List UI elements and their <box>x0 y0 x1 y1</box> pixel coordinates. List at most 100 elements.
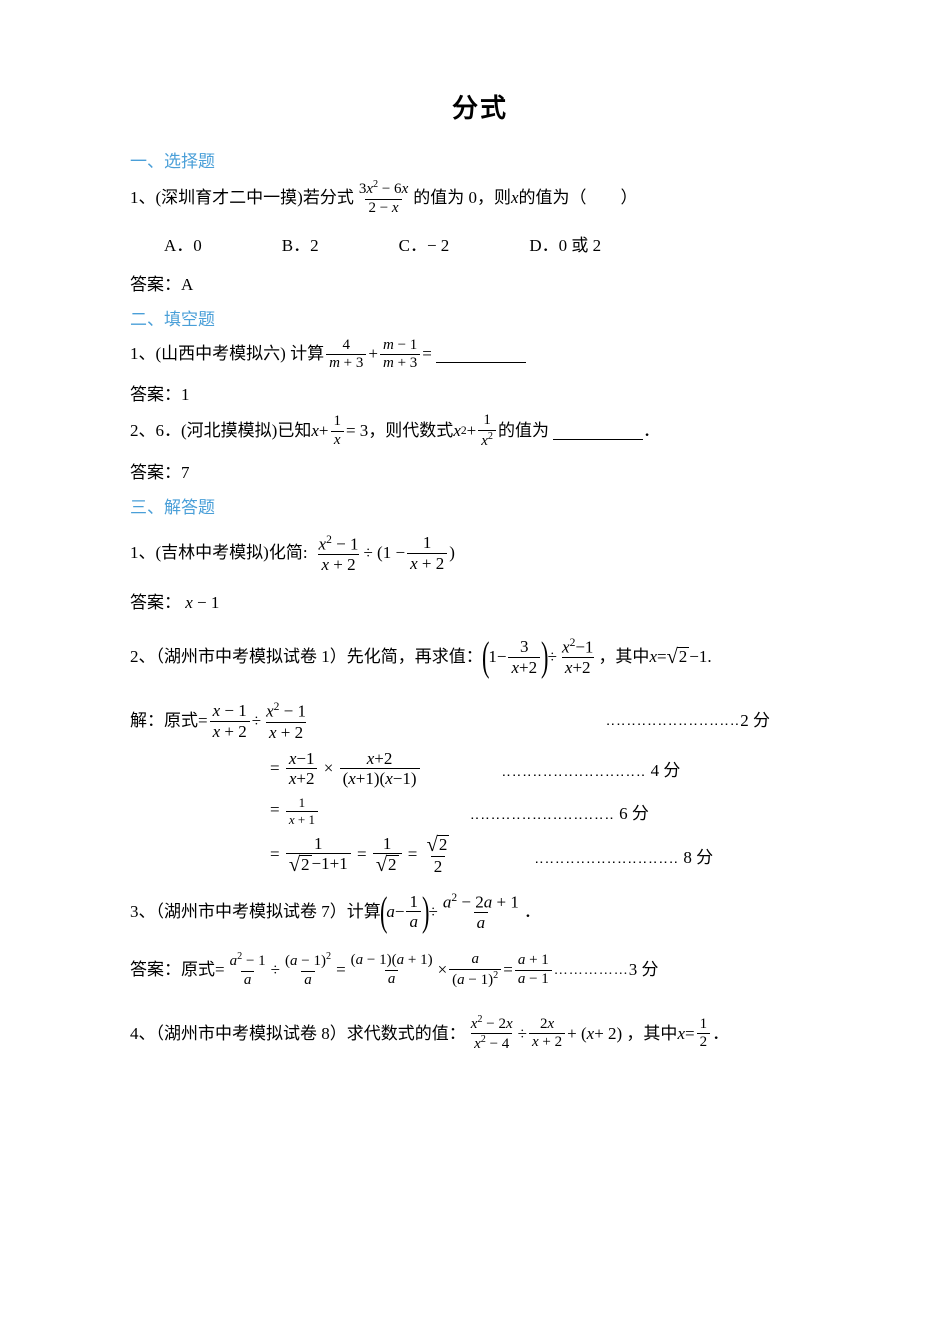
section-2-heading: 二、填空题 <box>130 305 830 330</box>
sol-prefix: 解：原式= <box>130 706 208 737</box>
var-m3: m <box>383 355 394 371</box>
s3-q4-stem: 4、（湖州市中考模拟试卷 8）求代数式的值： x2 − 2x x2 − 4 ÷ … <box>130 1015 830 1054</box>
vx-g: x <box>649 642 657 673</box>
s3p1: + 1 <box>295 812 315 827</box>
s3-q2-mid: ，其中 <box>598 642 649 673</box>
s3-q1-frac1: x2 − 1 x + 2 <box>316 534 362 574</box>
q4m4: − 4 <box>486 1036 509 1052</box>
s1x1: x <box>213 701 221 720</box>
q3d2: a <box>474 912 489 932</box>
s1-q1-answer: 答案：A <box>130 270 830 295</box>
rad-2c: 2 <box>386 855 399 875</box>
eq3-text: = 3 <box>346 416 368 447</box>
q4-f1: x2 − 2x x2 − 4 <box>468 1015 516 1054</box>
s2-q2-mid: ，则代数式 <box>368 416 453 447</box>
num-1a: 1 <box>330 414 344 431</box>
s3-q3-stem: 3、（湖州市中考模拟试卷 7）计算 ( a − 1 a ) ÷ a2 − 2a … <box>130 892 830 932</box>
close-paren1: ) <box>449 538 455 569</box>
q3eq1: = <box>336 955 346 986</box>
big-rparen-2: ) <box>422 900 429 924</box>
opt-c-label: C． <box>399 236 427 255</box>
rad-2d: 2 <box>437 835 450 855</box>
num-3a: 3 <box>517 638 532 657</box>
s4-f2: 1 √2 <box>373 835 402 876</box>
q3-ans-prefix: 答案：原式= <box>130 955 225 986</box>
score-2: 4 分 <box>651 761 681 780</box>
q4p2: + 2 <box>539 1034 562 1050</box>
big-lparen-1: ( <box>482 645 489 669</box>
q3mid: − 1)( <box>363 952 396 968</box>
dots-3: ‥‥‥‥‥‥‥‥‥‥‥‥‥‥ <box>470 808 615 823</box>
s3-q2-stem: 2、（湖州市中考模拟试卷 1）先化简，再求值： ( 1 − 3 x+2 ) ÷ … <box>130 637 830 677</box>
option-c: C．− 2 <box>399 231 450 256</box>
s4eq2: = <box>408 844 422 863</box>
s2p2b: +2 <box>374 749 392 768</box>
s1x4: x <box>269 723 277 742</box>
s2p2: +2 <box>296 769 314 788</box>
p2-a: + 2 <box>329 555 356 574</box>
s1p2: + 2 <box>220 722 247 741</box>
q3p1: + 1 <box>492 892 519 911</box>
vx-k: x <box>547 1016 554 1032</box>
s4eq1: = <box>357 844 371 863</box>
s3-q2-frac1: 3 x+2 <box>508 638 540 677</box>
m1-b: −1 <box>575 638 593 657</box>
var-x3: x <box>392 200 399 216</box>
s4-f1: 1 √2−1+1 <box>286 835 351 876</box>
plus-op4: + ( <box>567 1019 587 1050</box>
sol1-div: ÷ <box>252 706 261 737</box>
vx-i: x <box>506 1016 513 1032</box>
q4-f3: 1 2 <box>697 1017 711 1052</box>
rp4: − 1) <box>465 972 493 988</box>
plus-op2: + <box>319 416 329 447</box>
p2-d: +2 <box>572 658 590 677</box>
var-m1: m <box>329 355 340 371</box>
big-rparen-1: ) <box>541 645 548 669</box>
q3div2: ÷ <box>271 955 280 986</box>
div-op4: ÷ <box>518 1019 527 1050</box>
sol1-f2: x2 − 1 x + 2 <box>263 701 309 741</box>
va-6: a <box>290 953 298 969</box>
q3p4f: a (a − 1)2 <box>449 952 501 989</box>
rp1: −1) <box>393 769 417 788</box>
s2-q1-prefix: 1、(山西中考模拟六) 计算 <box>130 339 324 370</box>
dots-1: ‥‥‥‥‥‥‥‥‥‥‥‥‥ <box>606 709 740 734</box>
dots-5: …………… <box>554 958 629 983</box>
ans-x: x <box>185 593 193 612</box>
s3-q1-answer: 答案： x − 1 <box>130 588 830 613</box>
q3p3f: (a − 1)(a + 1) a <box>348 953 436 988</box>
s1-q1-prefix: 1、(深圳育才二中一摸)若分式 <box>130 183 354 214</box>
vx-d: x <box>511 658 519 677</box>
two-minus: 2 − <box>368 200 391 216</box>
m1-txt: −1. <box>689 642 711 673</box>
q3p1f: a2 − 1 a <box>227 952 269 989</box>
blank-fill-2 <box>553 423 643 440</box>
s3-q3-answer: 答案：原式= a2 − 1 a ÷ (a − 1)2 a = (a − 1)(a… <box>130 952 830 989</box>
q4d2: 2 <box>697 1033 711 1051</box>
s3-q2-step2: = x−1 x+2 × x+2 (x+1)(x−1) ‥‥‥‥‥‥‥‥‥‥‥‥‥… <box>130 750 830 789</box>
q3p1b: + 1 <box>525 952 548 968</box>
s3n1: 1 <box>296 796 309 811</box>
s4-f3: √2 2 <box>424 835 453 876</box>
s4d3: 2 <box>431 856 446 876</box>
sqrt2-a: √2 <box>667 647 690 667</box>
den-x2: x <box>481 433 488 449</box>
plus-op1: + <box>368 339 378 370</box>
s2-q2-stem: 2、6．(河北摸模拟)已知 x + 1 x = 3 ，则代数式 x2 + 1 x… <box>130 413 830 450</box>
sqrt2-d: √2 <box>427 835 450 855</box>
s2-q1-answer: 答案：1 <box>130 380 830 405</box>
plus3b: + 3 <box>394 355 417 371</box>
score-4: 8 分 <box>683 848 713 867</box>
vx-j: x <box>474 1036 481 1052</box>
q3m2: − 2 <box>457 892 484 911</box>
var-x: x <box>366 181 373 197</box>
va-12: a <box>457 972 465 988</box>
score-3: 6 分 <box>619 804 649 823</box>
q3p2f: (a − 1)2 a <box>282 952 334 989</box>
rad-2a: 2 <box>677 647 690 667</box>
s2-q1-frac2: m − 1 m + 3 <box>380 338 420 373</box>
q4m2: − 2 <box>483 1016 506 1032</box>
num-4: 4 <box>339 338 353 355</box>
m1-a: − 1 <box>332 534 359 553</box>
q3n1: 1 <box>406 893 421 912</box>
